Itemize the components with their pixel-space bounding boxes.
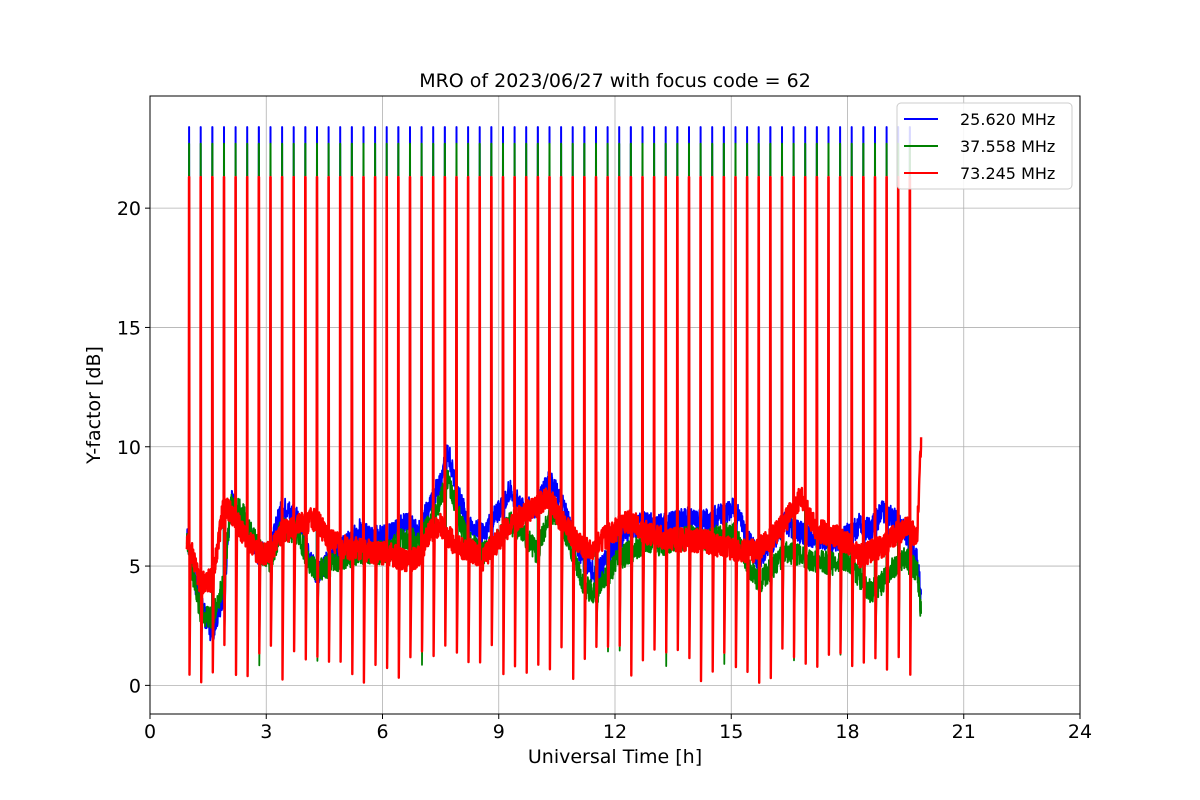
- x-tick-label: 21: [952, 721, 976, 743]
- x-tick-label: 24: [1068, 721, 1092, 743]
- x-tick-label: 18: [835, 721, 859, 743]
- x-axis-label: Universal Time [h]: [528, 746, 702, 768]
- chart-title: MRO of 2023/06/27 with focus code = 62: [419, 70, 811, 92]
- y-axis-label: Y-factor [dB]: [83, 346, 105, 465]
- x-tick-label: 6: [376, 721, 388, 743]
- legend-entry: 25.620 MHz: [960, 110, 1055, 129]
- y-tick-label: 20: [117, 198, 141, 220]
- legend-box: [896, 102, 1073, 190]
- legend: 25.620 MHz 37.558 MHz 73.245 MHz: [896, 102, 1073, 190]
- y-tick-label: 5: [129, 556, 141, 578]
- x-tick-label: 15: [719, 721, 743, 743]
- ticks-layer: 0 3 6 9 12 15 18 21 24 0 5 10 15 20: [117, 198, 1092, 743]
- x-tick-label: 0: [144, 721, 156, 743]
- y-tick-label: 0: [129, 675, 141, 697]
- legend-entry: 73.245 MHz: [960, 164, 1055, 183]
- y-tick-label: 10: [117, 437, 141, 459]
- x-tick-label: 12: [603, 721, 627, 743]
- series-line: [185, 175, 923, 684]
- series-layer: [185, 126, 923, 684]
- legend-entry: 37.558 MHz: [960, 137, 1055, 156]
- y-tick-label: 15: [117, 317, 141, 339]
- x-tick-label: 3: [260, 721, 272, 743]
- x-tick-label: 9: [493, 721, 505, 743]
